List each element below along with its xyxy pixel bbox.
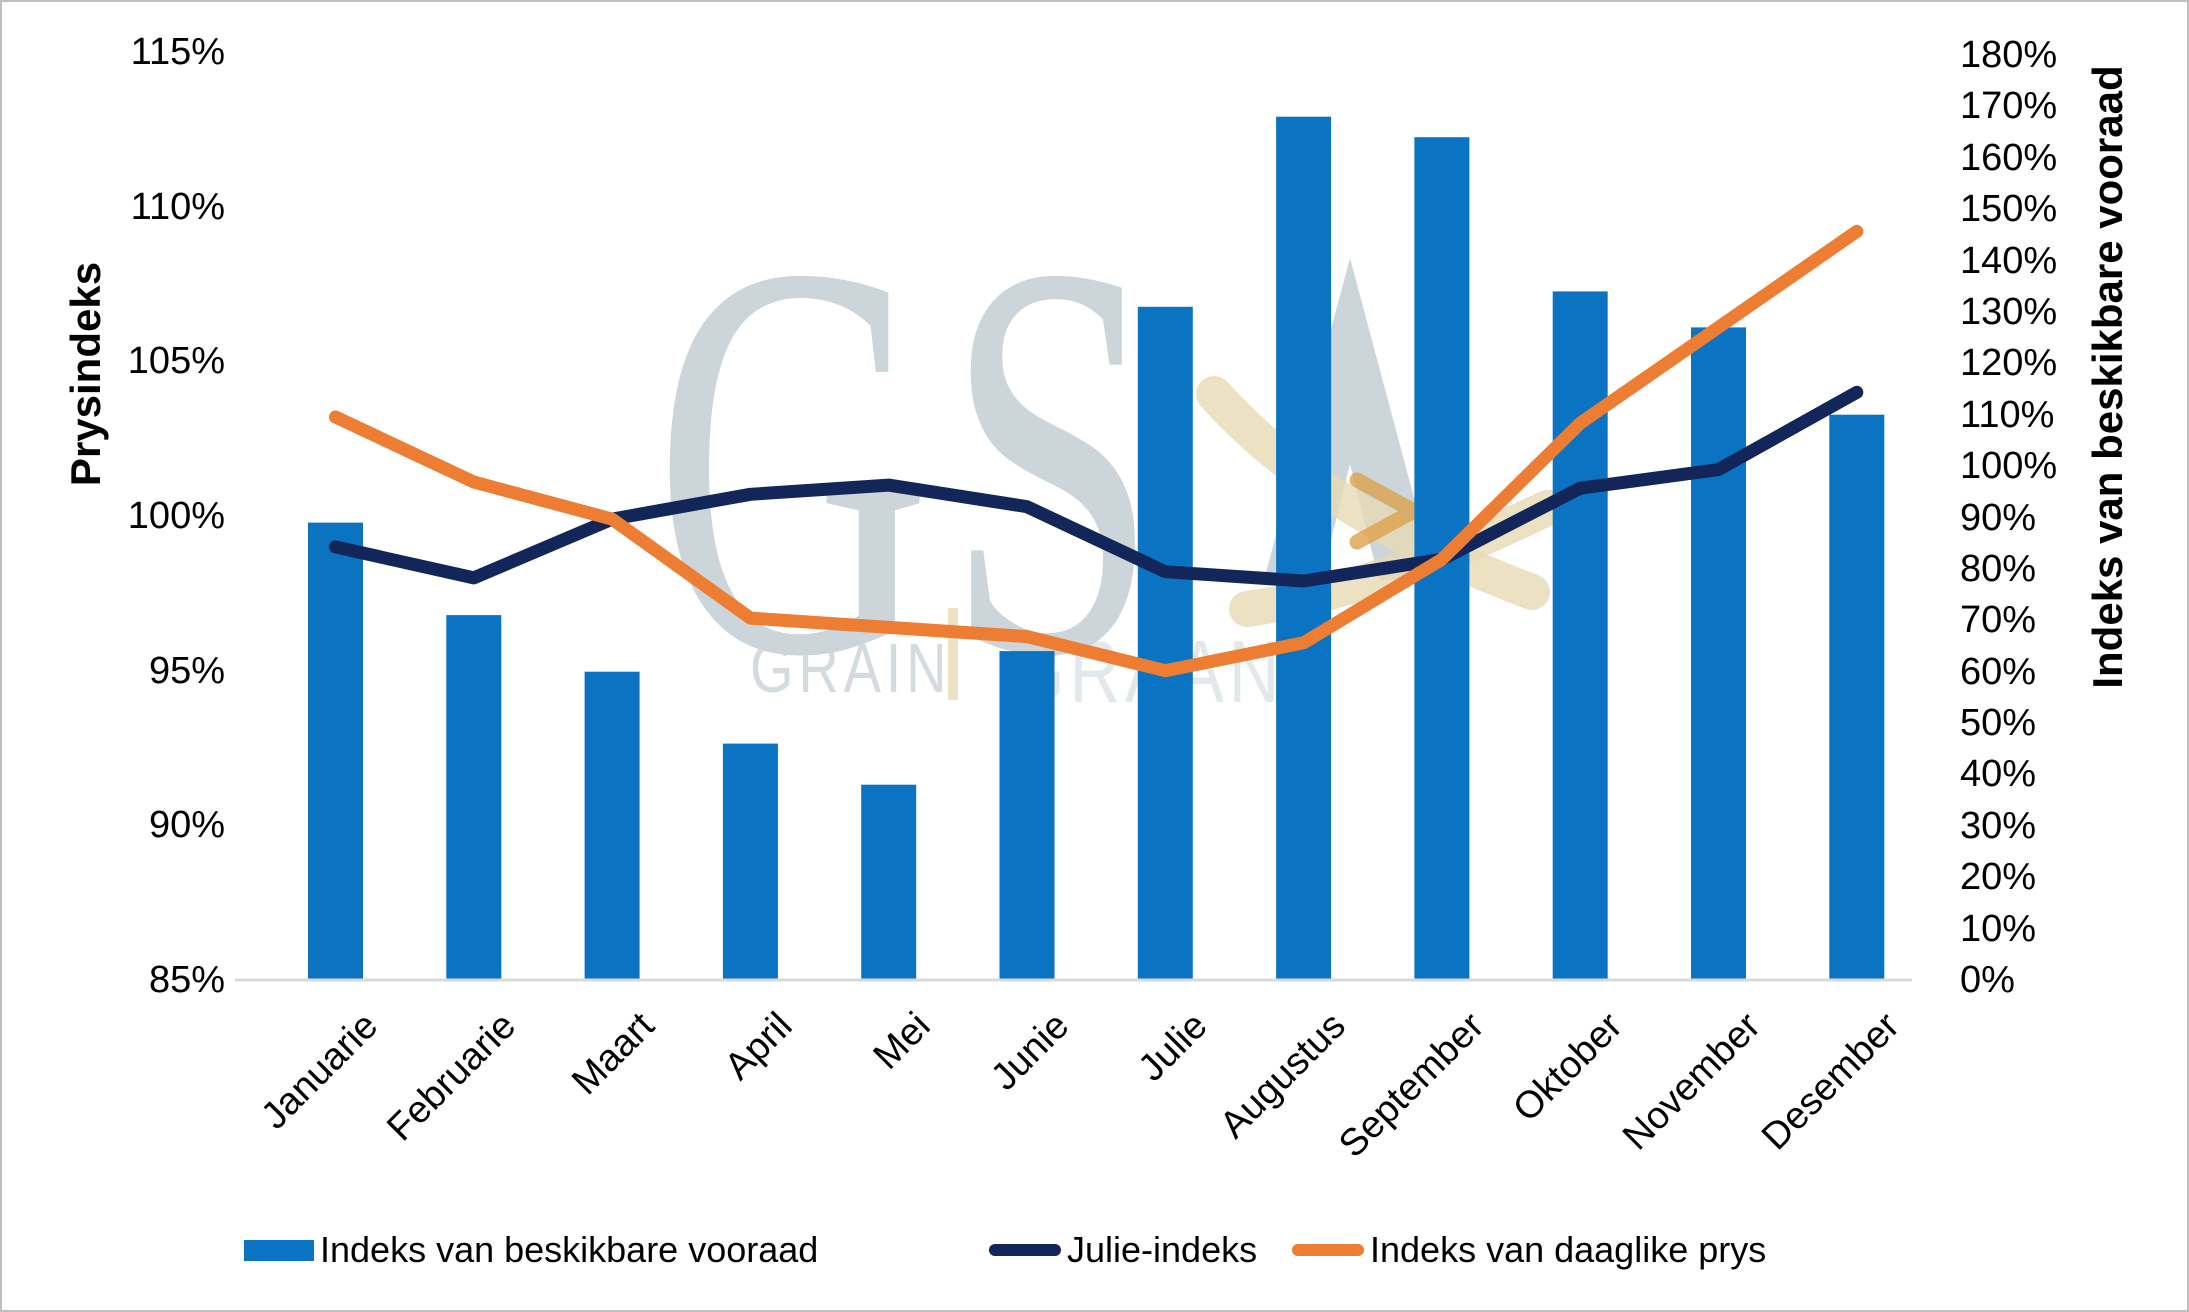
legend-bar-swatch [244, 1239, 314, 1261]
legend-label: Indeks van beskikbare vooraad [320, 1229, 819, 1270]
bar-November [1691, 327, 1746, 980]
left-tick-105%: 105% [127, 340, 225, 383]
legend-line-swatch [989, 1244, 1061, 1256]
right-tick-110%: 110% [1960, 393, 2055, 436]
right-tick-80%: 80% [1960, 547, 2037, 590]
watermark-arrow-chevron [1349, 472, 1422, 550]
right-tick-20%: 20% [1960, 856, 2037, 899]
line-julie-indeks [329, 385, 1864, 588]
right-tick-180%: 180% [1960, 34, 2058, 76]
left-tick-90%: 90% [148, 804, 225, 847]
right-tick-120%: 120% [1960, 342, 2058, 385]
watermark-swoosh-upper [1196, 376, 1550, 610]
right-tick-130%: 130% [1960, 290, 2058, 333]
right-tick-40%: 40% [1960, 753, 2037, 796]
bar-Oktober [1552, 291, 1608, 980]
line-indeks-van-daaglike-prys [329, 224, 1864, 678]
bar-Junie [999, 651, 1055, 980]
right-tick-170%: 170% [1960, 85, 2058, 128]
left-tick-95%: 95% [148, 649, 225, 692]
right-tick-150%: 150% [1960, 188, 2058, 231]
bar-Mei [861, 784, 917, 980]
legend-label: Julie-indeks [1067, 1229, 1258, 1270]
bar-Desember [1829, 414, 1885, 980]
legend-item-2: Julie-indeks [989, 1230, 1257, 1270]
bar-Maart [584, 671, 640, 980]
right-tick-10%: 10% [1960, 907, 2037, 950]
legend-item-3: Indeks van daaglike prys [1292, 1230, 1766, 1270]
right-tick-70%: 70% [1960, 599, 2037, 642]
right-tick-30%: 30% [1960, 804, 2037, 847]
bar-Januarie [308, 522, 363, 980]
left-tick-85%: 85% [148, 959, 225, 1001]
watermark-monogram: GS [654, 146, 1172, 773]
left-tick-115%: 115% [130, 31, 225, 73]
bar-series [308, 116, 1885, 980]
left-tick-110%: 110% [130, 185, 225, 228]
left-axis-title: Prysindeks [62, 261, 109, 487]
right-tick-0%: 0% [1960, 959, 2015, 1001]
bar-April [722, 743, 778, 980]
right-tick-100%: 100% [1960, 445, 2058, 488]
bar-Augustus [1276, 116, 1332, 980]
bar-Februarie [446, 615, 502, 980]
line-series [329, 224, 1864, 678]
legend-line-swatch [1292, 1244, 1364, 1256]
right-tick-160%: 160% [1960, 136, 2058, 179]
right-axis-title: Indeks van beskikbare vooraad [2084, 65, 2131, 689]
right-tick-50%: 50% [1960, 702, 2037, 745]
watermark-word-grain: GRAIN [750, 630, 951, 707]
watermark-logo: GS GRAIN GRAAN [654, 146, 1565, 773]
left-tick-100%: 100% [127, 495, 225, 537]
watermark-divider [948, 608, 958, 700]
right-tick-90%: 90% [1960, 496, 2037, 539]
legend-label: Indeks van daaglike prys [1370, 1229, 1767, 1270]
right-tick-60%: 60% [1960, 650, 2037, 693]
bar-Julie [1137, 306, 1193, 980]
right-tick-140%: 140% [1960, 239, 2058, 282]
legend-item-1: Indeks van beskikbare vooraad [244, 1230, 818, 1270]
